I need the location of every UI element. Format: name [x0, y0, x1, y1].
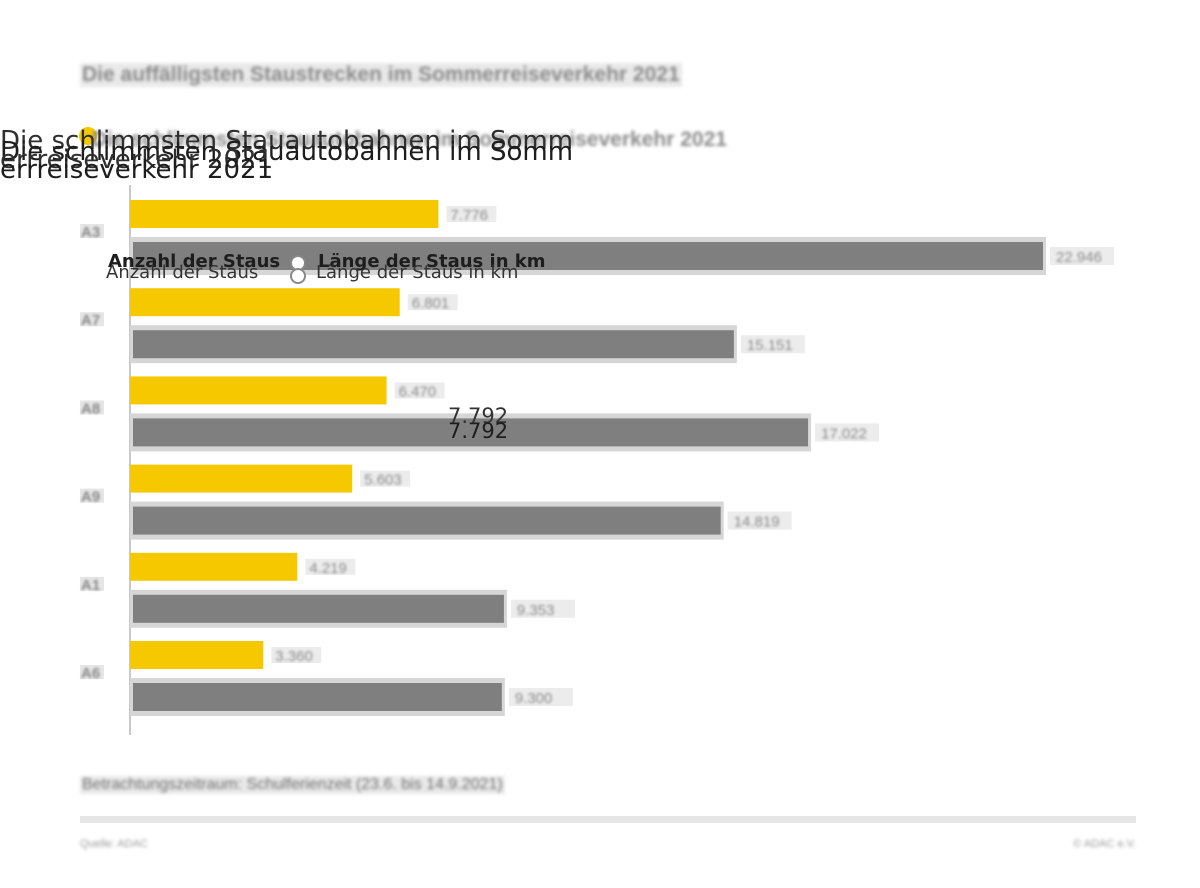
source-note: Quelle: ADAC	[80, 838, 148, 850]
count-value-bg-a9	[360, 470, 411, 487]
category-label-bg-a6	[80, 665, 104, 679]
chart-title-line2-ghost: errreiseverkehr 2021	[0, 145, 274, 175]
legend-length-label-ghost: Länge der Staus in km	[316, 262, 519, 283]
length-bar-a3	[133, 242, 1043, 270]
legend-length-label: Länge der Staus in km	[318, 251, 546, 272]
length-value-label-a6: 9.300	[515, 690, 553, 707]
length-value-label-a7: 15.151	[747, 337, 793, 354]
category-label-a7: A7	[81, 312, 100, 329]
credit-note: © ADAC e.V.	[1073, 838, 1136, 850]
category-label-bg-a9	[80, 488, 104, 503]
count-value-label-a6: 3.360	[275, 648, 313, 665]
length-value-label-a3: 22.946	[1056, 249, 1102, 266]
count-bar-a8	[130, 376, 387, 405]
length-value-bg-a3	[1050, 247, 1114, 265]
length-bar-a7	[133, 330, 734, 359]
length-value-label-a8: 17.022	[821, 425, 867, 442]
chart-supertitle: Die auffälligsten Staustrecken im Sommer…	[80, 63, 682, 87]
category-label-bg-a8	[80, 400, 104, 415]
title-bullet-icon	[79, 127, 97, 145]
count-bar-a9	[130, 464, 353, 493]
length-value-label-a1: 9.353	[517, 602, 555, 619]
length-value-label-a9: 14.819	[734, 514, 780, 531]
legend-length-swatch-ghost-icon	[290, 268, 306, 284]
count-value-bg-a3	[446, 206, 497, 222]
length-value-bg-a7	[740, 335, 805, 354]
legend-count-label-ghost: Anzahl der Staus	[106, 262, 259, 283]
chart-title-blurred: Die schlimmsten Stauautobahnen im Sommer…	[92, 128, 727, 151]
footer-divider	[80, 816, 1136, 823]
length-bar-a9	[133, 506, 721, 535]
count-bar-a1	[130, 552, 298, 581]
chart-title-line1-ghost: Die schlimmsten Stauautobahnen im Somm	[0, 126, 574, 156]
count-bar-a3	[130, 200, 439, 228]
count-value-label-a7: 6.801	[412, 295, 450, 312]
category-label-a9: A9	[81, 489, 100, 506]
category-label-bg-a3	[80, 224, 104, 238]
legend-count-label: Anzahl der Staus	[108, 251, 281, 272]
length-value-bg-a1	[510, 599, 575, 618]
count-value-label-a9: 5.603	[364, 472, 402, 489]
length-value-bg-a8	[815, 423, 880, 442]
overlay-value: 7.792	[448, 419, 509, 443]
length-value-bg-a6	[508, 688, 573, 706]
length-value-bg-a9	[727, 511, 792, 530]
category-label-a6: A6	[81, 665, 100, 682]
count-value-bg-a6	[271, 647, 322, 663]
count-value-bg-a8	[394, 382, 445, 399]
count-value-label-a1: 4.219	[309, 560, 347, 577]
category-label-a3: A3	[81, 224, 100, 241]
count-bar-a6	[130, 641, 264, 669]
count-value-bg-a7	[407, 294, 458, 311]
length-bar-a8	[133, 418, 809, 447]
length-bar-a6	[133, 683, 502, 711]
chart-footnote: Betrachtungszeitraum: Schulferienzeit (2…	[80, 776, 505, 794]
chart-title-line1: Die schlimmsten Stauautobahnen im Somm	[0, 137, 574, 167]
count-bar-a7	[130, 288, 400, 317]
category-label-a8: A8	[81, 400, 100, 417]
chart-title-line2: errreiseverkehr 2021	[0, 155, 274, 185]
category-label-a1: A1	[81, 577, 100, 594]
count-value-label-a3: 7.776	[450, 207, 488, 224]
length-bar-a1	[133, 594, 504, 623]
count-value-label-a8: 6.470	[399, 383, 437, 400]
category-label-bg-a1	[80, 576, 104, 591]
category-label-bg-a7	[80, 312, 104, 327]
overlay-value-ghost: 7.792	[448, 404, 509, 428]
count-value-bg-a1	[305, 558, 356, 575]
